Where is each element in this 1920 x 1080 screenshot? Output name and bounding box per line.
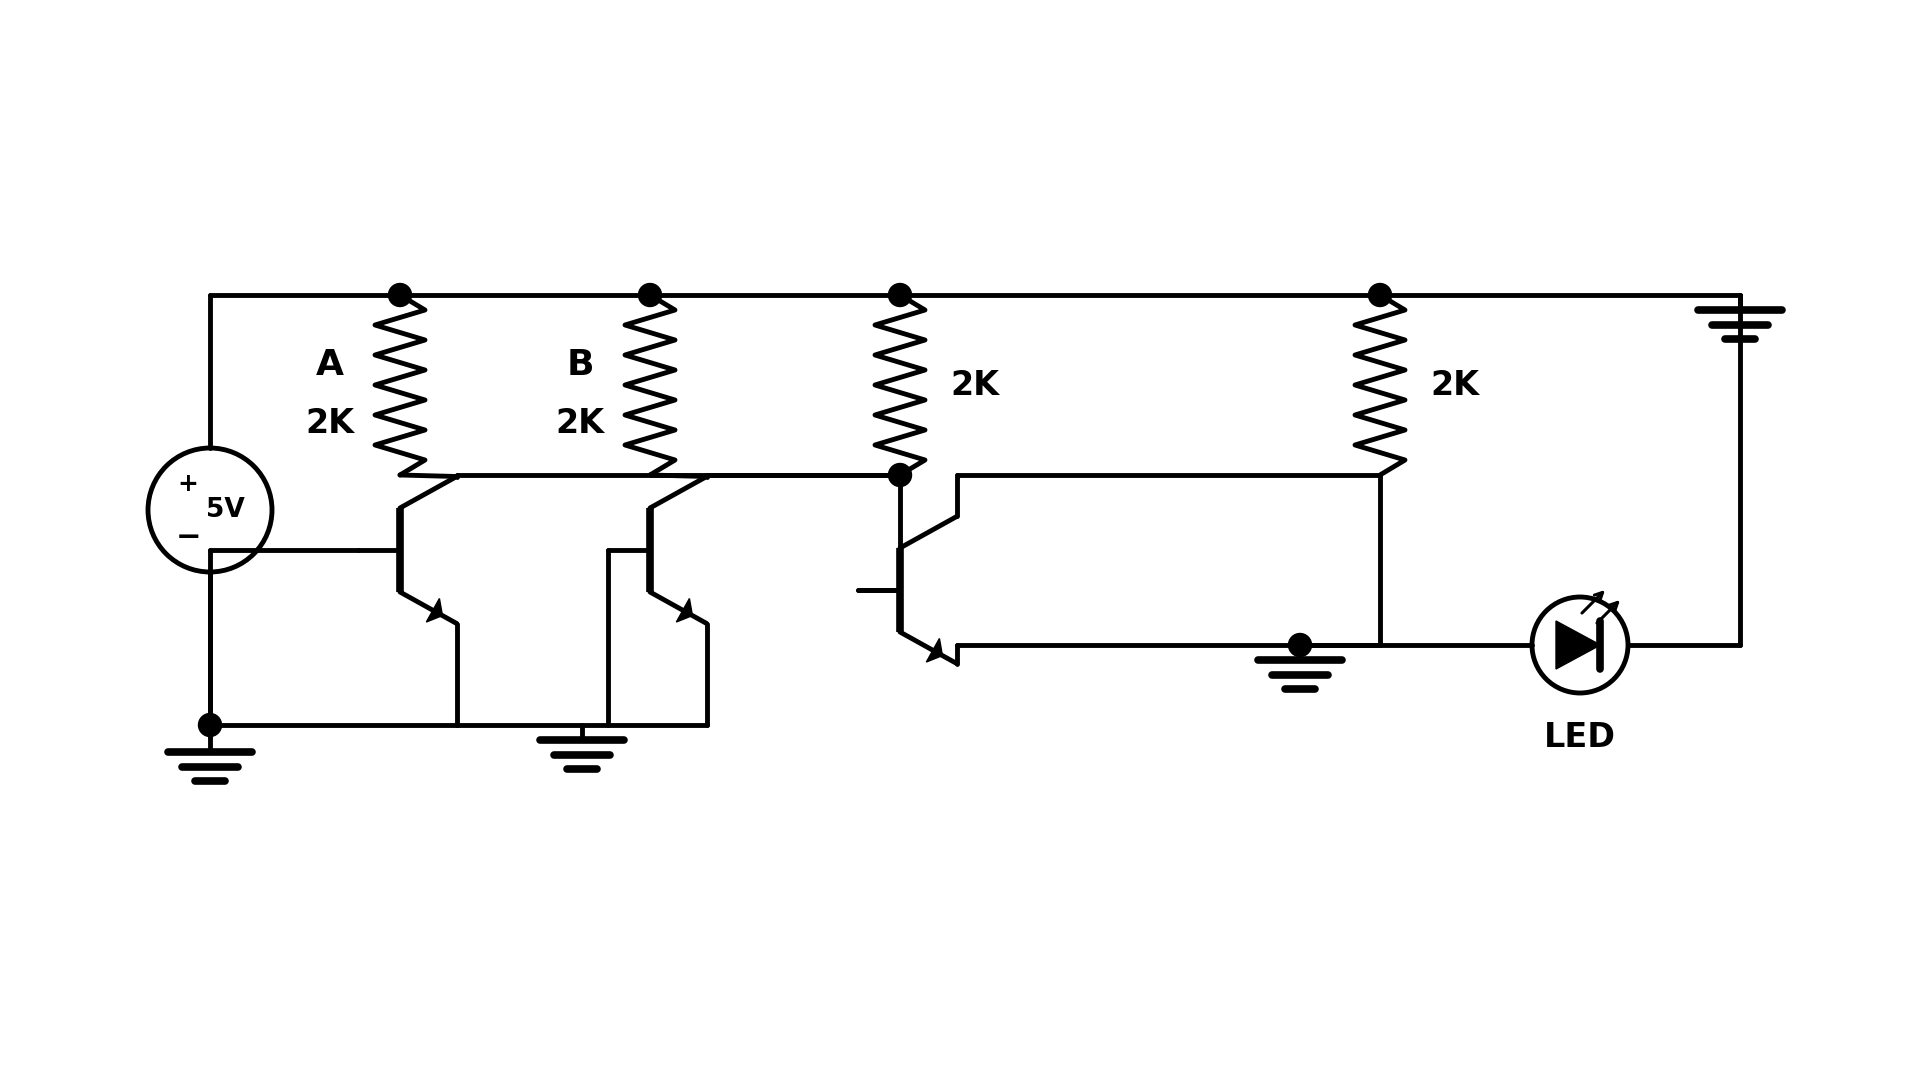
Text: A: A [317,348,344,382]
Text: −: − [175,524,202,553]
Text: LED: LED [1544,721,1617,754]
Text: B: B [566,348,593,382]
Circle shape [889,463,912,486]
Text: +: + [177,472,198,496]
Polygon shape [1555,621,1601,669]
Circle shape [639,283,662,307]
Text: 2K: 2K [305,406,355,440]
Text: 2K: 2K [555,406,605,440]
Polygon shape [925,638,943,662]
Circle shape [198,714,221,737]
Circle shape [1369,283,1392,307]
Circle shape [889,283,912,307]
Polygon shape [676,598,693,622]
Polygon shape [426,598,442,622]
Text: 2K: 2K [950,368,1000,402]
Circle shape [388,283,411,307]
Text: 2K: 2K [1430,368,1480,402]
Circle shape [1288,634,1311,657]
Text: 5V: 5V [205,497,244,523]
